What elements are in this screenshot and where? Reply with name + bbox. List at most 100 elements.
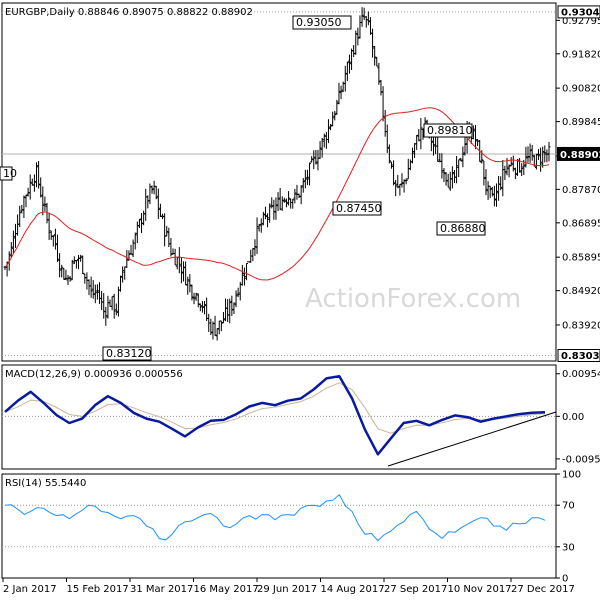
price-bar <box>375 56 379 67</box>
price-bar <box>287 191 291 206</box>
price-bar <box>320 138 324 158</box>
price-bar <box>64 269 68 280</box>
price-axis-label: 0.84920 <box>562 286 600 297</box>
price-bar <box>314 149 318 165</box>
price-bar <box>79 254 83 262</box>
macd-line <box>4 374 546 456</box>
price-bar <box>58 253 62 278</box>
price-bar <box>234 290 238 308</box>
price-bar <box>408 159 412 171</box>
price-bar <box>169 237 173 257</box>
price-bar <box>282 197 286 203</box>
rsi-title: RSI(14) 55.5440 <box>5 478 86 489</box>
price-bar <box>255 217 259 255</box>
price-bar <box>284 198 288 208</box>
price-bar <box>335 99 339 115</box>
price-bar <box>186 276 190 295</box>
price-bar <box>526 146 530 163</box>
price-bar <box>385 124 389 153</box>
price-bar <box>316 149 320 171</box>
price-bar <box>66 274 70 286</box>
price-bar <box>274 197 278 220</box>
price-bar <box>47 212 51 240</box>
price-bar <box>337 82 341 105</box>
price-bar <box>37 161 41 189</box>
price-bar <box>444 172 448 186</box>
price-bar <box>219 320 223 332</box>
price-bar <box>295 184 299 200</box>
price-bar <box>236 287 240 298</box>
x-axis-label: 16 May 2017 <box>194 584 259 595</box>
svg-text:0.83120: 0.83120 <box>106 347 152 360</box>
price-bar <box>520 163 524 177</box>
current-price-box <box>557 146 600 161</box>
price-bar <box>150 185 154 194</box>
price-bar <box>455 156 459 184</box>
price-bar <box>266 213 270 228</box>
price-level-annotation: 0.86880 <box>436 221 486 236</box>
price-bar <box>347 54 351 74</box>
price-bar <box>91 280 95 299</box>
price-bar <box>16 214 20 236</box>
rsi-pane-frame <box>1 473 557 579</box>
price-bar <box>459 157 463 162</box>
price-bar <box>413 143 417 158</box>
price-bar <box>436 135 440 162</box>
price-bar <box>431 135 435 156</box>
price-bar <box>98 282 102 304</box>
price-bar <box>364 15 368 28</box>
price-bar <box>20 204 24 214</box>
price-axis-label: 0.86895 <box>562 218 600 229</box>
price-bar <box>536 149 540 160</box>
price-bar <box>398 184 402 196</box>
price-bar <box>261 211 265 226</box>
x-axis-label: 15 Feb 2017 <box>67 584 129 595</box>
price-bar <box>534 153 538 170</box>
price-bar <box>18 205 22 228</box>
price-bar <box>410 147 414 164</box>
price-bar <box>72 256 76 265</box>
price-level-annotation: 0.87450 <box>332 201 382 216</box>
price-bar <box>198 303 202 312</box>
price-bar <box>484 169 488 196</box>
price-bar <box>293 188 297 204</box>
price-bar <box>203 301 207 315</box>
price-bar <box>230 295 234 316</box>
price-bar <box>377 62 381 85</box>
price-bar <box>497 176 501 201</box>
price-bar <box>74 259 78 269</box>
price-bar <box>440 153 444 179</box>
price-bar <box>482 160 486 186</box>
price-bar <box>32 174 36 192</box>
price-bar <box>70 259 74 281</box>
price-bar <box>228 298 232 324</box>
price-axis-label: 0.85895 <box>562 253 600 264</box>
price-bar <box>226 299 230 322</box>
price-bar <box>110 296 114 311</box>
price-bar <box>415 134 419 150</box>
price-bar <box>62 267 66 280</box>
price-bar <box>272 199 276 220</box>
price-bar <box>289 198 293 209</box>
price-bar <box>291 198 295 209</box>
price-bar <box>490 187 494 197</box>
price-bar <box>28 174 32 200</box>
price-level-annotation: 0.83120 <box>102 346 152 361</box>
price-bar <box>123 266 127 280</box>
rsi-line <box>4 494 546 542</box>
price-bar <box>494 183 498 207</box>
price-axis-label: 0.89845 <box>562 117 600 128</box>
price-bar <box>419 118 423 150</box>
price-bar <box>24 194 28 208</box>
price-bar <box>11 230 15 254</box>
price-bar <box>114 303 118 316</box>
price-bar <box>154 185 158 200</box>
macd-trendline <box>387 411 557 467</box>
price-bar <box>358 15 362 39</box>
price-bar <box>333 110 337 121</box>
rsi-axis-label: 0 <box>562 574 568 585</box>
price-axis-label: 0.90820 <box>562 84 600 95</box>
price-bar <box>461 146 465 168</box>
